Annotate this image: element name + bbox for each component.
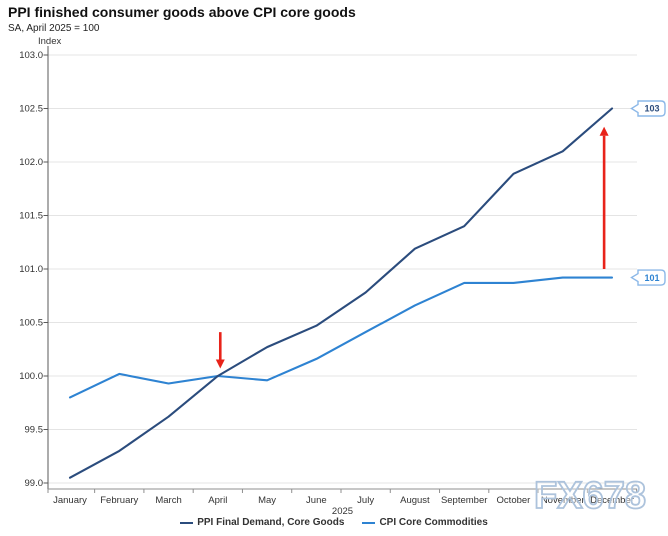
end-label-box-cpi (630, 269, 666, 286)
x-month-label: August (400, 495, 430, 506)
legend-item-cpi: CPI Core Commodities (362, 517, 488, 528)
y-tick-label: 101.5 (19, 211, 43, 222)
x-month-label: April (208, 495, 227, 506)
legend-label-cpi: CPI Core Commodities (379, 517, 488, 528)
x-month-label: September (441, 495, 487, 506)
y-tick-label: 99.5 (25, 425, 44, 436)
series-line-cpi (68, 276, 614, 399)
annotation-head-arrow-up-december (599, 126, 609, 136)
x-month-label: October (497, 495, 531, 506)
end-label-box-ppi (630, 100, 666, 117)
chart-legend: PPI Final Demand, Core Goods CPI Core Co… (0, 517, 668, 528)
y-tick-label: 102.0 (19, 157, 43, 168)
legend-swatch-ppi (180, 521, 194, 524)
legend-label-ppi: PPI Final Demand, Core Goods (197, 517, 345, 528)
y-tick-label: 99.0 (25, 478, 44, 489)
y-tick-label: 101.0 (19, 264, 43, 275)
y-tick-label: 103.0 (19, 50, 43, 61)
y-tick-label: 102.5 (19, 104, 43, 115)
y-axis-title: Index (38, 36, 61, 47)
y-tick-label: 100.5 (19, 318, 43, 329)
end-label-cpi: 101 (644, 273, 659, 283)
series-line-ppi (68, 107, 614, 479)
chart-subtitle: SA, April 2025 = 100 (8, 23, 100, 34)
x-month-label: May (258, 495, 276, 506)
annotation-head-arrow-down-april (215, 359, 225, 369)
x-month-label: March (155, 495, 181, 506)
legend-swatch-cpi (362, 521, 376, 524)
y-tick-label: 100.0 (19, 371, 43, 382)
x-month-label: July (357, 495, 374, 506)
x-month-label: February (100, 495, 138, 506)
end-label-ppi: 103 (644, 104, 659, 114)
legend-item-ppi: PPI Final Demand, Core Goods (180, 517, 344, 528)
x-month-label: January (53, 495, 87, 506)
x-month-label: June (306, 495, 327, 506)
x-year-label: 2025 (332, 506, 353, 517)
x-month-label: November (541, 495, 585, 506)
x-month-label: December (590, 495, 634, 506)
chart-title: PPI finished consumer goods above CPI co… (8, 4, 356, 20)
